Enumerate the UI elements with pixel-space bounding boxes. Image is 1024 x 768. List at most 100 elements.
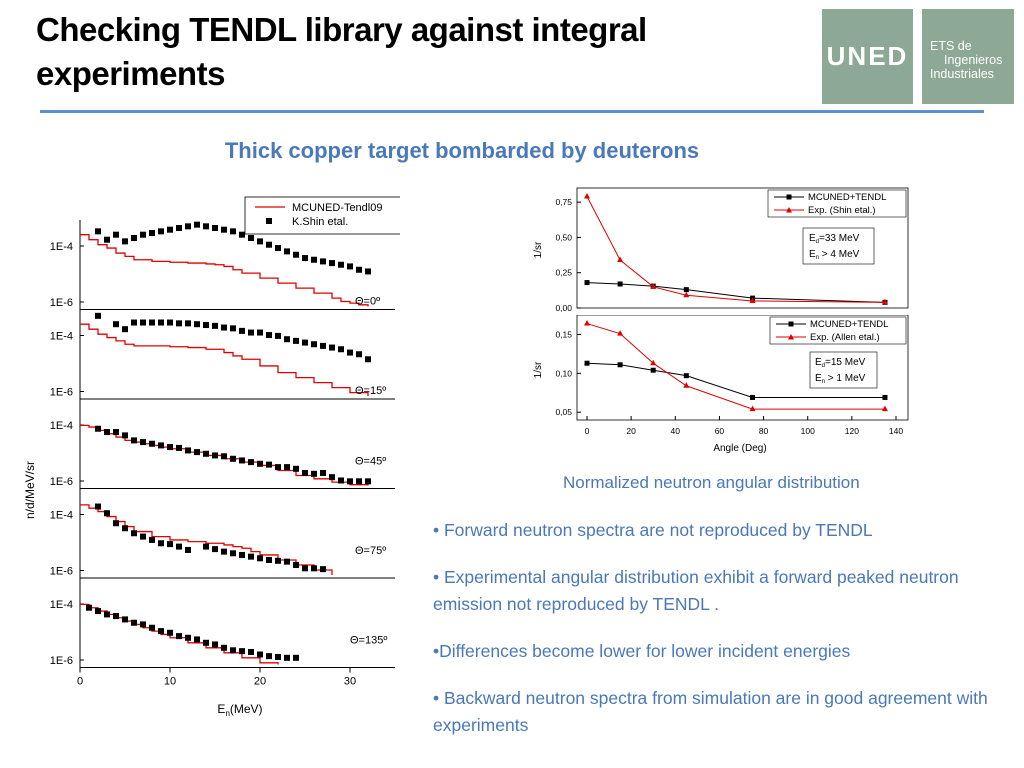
spectra-exp-point — [230, 455, 236, 462]
spectra-exp-point — [284, 248, 290, 255]
spectra-exp-point — [365, 356, 371, 363]
spectra-x-tick-label: 30 — [344, 676, 356, 688]
spectra-exp-point — [221, 324, 227, 331]
ang1-y-axis-label: 1/sr — [533, 241, 544, 258]
ang-sim-point — [650, 367, 656, 373]
spectra-exp-point — [158, 628, 164, 635]
ang-exp-point — [584, 320, 590, 326]
spectra-exp-point — [284, 336, 290, 343]
spectra-exp-point — [257, 329, 263, 336]
spectra-exp-point — [149, 536, 155, 543]
ang-exp-point — [683, 291, 690, 298]
ang1-legend-exp-marker — [786, 207, 792, 213]
spectra-exp-point — [212, 452, 218, 459]
spectra-exp-point — [338, 261, 344, 268]
ang-series-line — [586, 196, 885, 303]
ang-exp-point — [881, 405, 888, 412]
spectra-y-tick-label: 1E-4 — [50, 599, 73, 611]
spectra-exp-point — [365, 268, 371, 275]
spectra-exp-point — [230, 550, 236, 557]
ang-y-tick-label: 0,15 — [555, 329, 572, 339]
spectra-panel-angle-label: Θ=75º — [355, 545, 386, 557]
spectra-exp-point — [95, 312, 101, 319]
spectra-exp-point — [185, 447, 191, 454]
spectra-exp-point — [221, 226, 227, 233]
spectra-exp-point — [329, 474, 335, 481]
spectra-exp-point — [122, 326, 128, 333]
ang-exp-point — [749, 297, 756, 303]
spectra-exp-point — [167, 541, 173, 548]
spectra-exp-point — [239, 231, 245, 238]
spectra-exp-point — [176, 320, 182, 327]
spectra-exp-point — [113, 231, 119, 238]
ets-logo-line-3: Industriales — [930, 67, 994, 81]
spectra-exp-point — [239, 457, 245, 464]
spectra-exp-point — [347, 349, 353, 356]
spectra-exp-point — [293, 251, 299, 258]
spectra-exp-point — [113, 429, 119, 436]
ang1-annotation-line-1: Ed=33 MeV — [809, 233, 860, 245]
spectra-exp-point — [86, 604, 92, 611]
ang-exp-point — [617, 330, 624, 336]
slide-subtitle: Thick copper target bombarded by deutero… — [224, 138, 700, 163]
spectra-exp-point — [149, 230, 155, 237]
spectra-exp-point — [365, 478, 371, 485]
spectra-exp-point — [356, 478, 362, 485]
spectra-exp-point — [230, 325, 236, 332]
spectra-exp-point — [239, 648, 245, 655]
ang-exp-point — [683, 382, 690, 388]
spectra-exp-point — [113, 613, 119, 620]
spectra-exp-point — [158, 540, 164, 547]
spectra-exp-point — [203, 322, 209, 329]
ang2-legend-exp-label: Exp. (Allen etal.) — [810, 332, 880, 343]
spectra-exp-point — [275, 332, 281, 339]
spectra-y-tick-label: 1E-4 — [50, 331, 73, 343]
ang-y-tick-label: 0,25 — [555, 268, 572, 278]
ang-y-tick-label: 0,50 — [555, 232, 572, 242]
spectra-y-tick-label: 1E-4 — [50, 241, 73, 253]
ang-sim-point — [584, 360, 590, 366]
spectra-exp-point — [221, 548, 227, 555]
spectra-exp-point — [320, 566, 326, 573]
spectra-exp-point — [194, 449, 200, 456]
chart-caption: Normalized neutron angular distribution — [563, 473, 860, 492]
spectra-y-tick-label: 1E-6 — [50, 566, 73, 578]
spectra-panel-angle-label: Θ=0º — [355, 296, 380, 308]
spectra-exp-point — [167, 319, 173, 326]
spectra-exp-point — [212, 225, 218, 232]
legend-exp-marker — [266, 218, 272, 224]
ang-sim-point — [617, 362, 623, 368]
spectra-exp-point — [257, 460, 263, 467]
spectra-exp-point — [185, 634, 191, 641]
ang-y-tick-label: 0,10 — [555, 368, 572, 378]
spectra-exp-point — [320, 342, 326, 349]
spectra-y-tick-label: 1E-6 — [50, 297, 73, 309]
spectra-exp-point — [176, 543, 182, 550]
spectra-exp-point — [203, 223, 209, 230]
ang-series-line — [586, 323, 885, 410]
ang-exp-point — [749, 405, 756, 412]
ang2-x-axis-label: Angle (Deg) — [713, 443, 766, 454]
spectra-exp-point — [311, 256, 317, 263]
spectra-exp-point — [158, 319, 164, 326]
spectra-exp-point — [329, 344, 335, 351]
angular-distribution-chart-33mev: 0,00 0,25 0,50 0,75 1/sr MCUNED+TENDL Exp. … — [533, 187, 909, 313]
spectra-exp-point — [356, 351, 362, 358]
spectra-exp-point — [275, 245, 281, 252]
page-title: Checking TENDL library against integral … — [36, 11, 647, 92]
spectra-exp-point — [149, 440, 155, 447]
spectra-exp-point — [248, 235, 254, 242]
ang-y-tick-label: 0,05 — [555, 407, 572, 417]
spectra-exp-point — [104, 429, 110, 436]
spectra-legend-box — [244, 196, 400, 235]
spectra-exp-point — [149, 624, 155, 631]
uned-logo: UNED — [822, 9, 913, 104]
ang1-legend-sim-marker — [786, 194, 792, 200]
legend-sim-label: MCUNED-Tendl09 — [292, 202, 382, 214]
spectra-exp-point — [212, 641, 218, 648]
spectra-exp-point — [212, 546, 218, 553]
ang2-annotation-line-2: En > 1 MeV — [815, 373, 866, 385]
spectra-exp-point — [131, 530, 137, 537]
spectra-exp-point — [257, 238, 263, 245]
spectra-exp-point — [131, 319, 137, 326]
